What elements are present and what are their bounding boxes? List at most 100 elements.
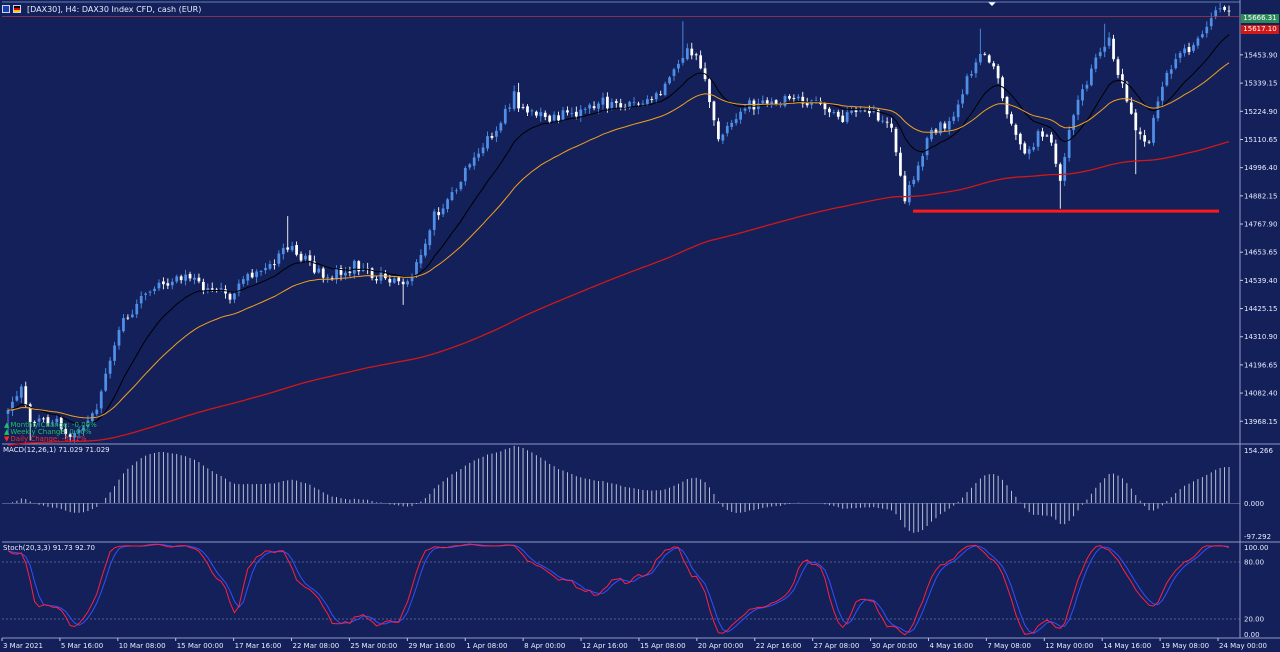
candle-body bbox=[437, 212, 441, 216]
weekly-change-stat: ▲Weekly Change: 0.00% bbox=[4, 428, 92, 436]
time-tick-label: 15 Mar 00:00 bbox=[177, 642, 224, 650]
candle-body bbox=[947, 121, 951, 130]
support-line-group[interactable] bbox=[2, 1, 1240, 213]
candle-body bbox=[956, 104, 960, 118]
candle-body bbox=[814, 100, 818, 102]
bid-price-badge: 15666.31 bbox=[1241, 14, 1279, 23]
candle-body bbox=[423, 243, 427, 256]
candle-body bbox=[357, 261, 361, 272]
candle-body bbox=[930, 129, 933, 140]
candle-body bbox=[668, 77, 671, 84]
time-tick-label: 10 Mar 08:00 bbox=[119, 642, 166, 650]
candle-body bbox=[796, 96, 800, 99]
candle-body bbox=[761, 100, 765, 104]
time-tick-label: 4 May 16:00 bbox=[929, 642, 973, 650]
candle-body bbox=[614, 101, 618, 103]
candle-body bbox=[712, 101, 716, 121]
candle-body bbox=[534, 111, 538, 116]
candle-body bbox=[108, 360, 112, 374]
candle-body bbox=[104, 373, 108, 391]
candle-body bbox=[570, 112, 574, 114]
candle-body bbox=[1165, 72, 1169, 86]
candle-body bbox=[410, 276, 414, 282]
stoch-label: Stoch(20,3,3) 91.73 92.70 bbox=[3, 544, 96, 552]
candle-body bbox=[637, 103, 640, 105]
candle-body bbox=[51, 422, 54, 424]
stoch-main-line bbox=[7, 543, 1230, 636]
candle-body bbox=[850, 110, 853, 113]
price-tick-label: 14882.15 bbox=[1244, 192, 1277, 200]
candle-body bbox=[876, 110, 880, 121]
candle-body bbox=[1072, 115, 1075, 130]
candle-body bbox=[299, 253, 303, 261]
candle-body bbox=[770, 101, 774, 105]
candle-body bbox=[281, 248, 285, 255]
stoch-tick-label: 100.00 bbox=[1244, 544, 1269, 552]
candle-body bbox=[1041, 131, 1044, 137]
candle-body bbox=[952, 116, 956, 121]
candle-body bbox=[632, 102, 636, 104]
time-tick-label: 15 Apr 08:00 bbox=[640, 642, 686, 650]
candle-body bbox=[55, 418, 59, 423]
time-tick-label: 7 May 08:00 bbox=[987, 642, 1031, 650]
candle-body bbox=[375, 279, 378, 281]
candle-body bbox=[574, 111, 578, 117]
candle-body bbox=[175, 276, 179, 282]
candle-body bbox=[33, 421, 37, 424]
price-tick-label: 14082.40 bbox=[1244, 390, 1277, 398]
candle-body bbox=[983, 53, 987, 55]
candle-body bbox=[805, 102, 809, 106]
candle-body bbox=[73, 432, 76, 438]
candle-body bbox=[1067, 130, 1071, 158]
candle-body bbox=[1218, 8, 1222, 10]
candle-body bbox=[1116, 59, 1120, 75]
candle-body bbox=[1174, 59, 1178, 69]
candle-body bbox=[1103, 46, 1107, 52]
candle-body bbox=[588, 104, 592, 109]
candle-body bbox=[717, 121, 720, 140]
time-tick-label: 29 Mar 16:00 bbox=[408, 642, 455, 650]
candle-body bbox=[268, 264, 272, 269]
candle-body bbox=[1063, 156, 1067, 181]
candle-body bbox=[663, 83, 667, 96]
candle-body bbox=[1227, 10, 1231, 12]
stoch-tick-label: 80.00 bbox=[1244, 559, 1264, 567]
candle-body bbox=[681, 57, 685, 63]
candle-body bbox=[508, 107, 512, 109]
stoch-tick-label: 20.00 bbox=[1244, 616, 1264, 624]
candle-body bbox=[1023, 143, 1027, 154]
candle-body bbox=[352, 260, 356, 274]
candle-body bbox=[566, 110, 569, 113]
price-tick-label: 15339.15 bbox=[1244, 80, 1277, 88]
candle-body bbox=[650, 99, 654, 101]
candle-body bbox=[486, 136, 489, 149]
candle-body bbox=[330, 277, 334, 279]
candle-body bbox=[95, 409, 99, 415]
candle-body bbox=[659, 94, 663, 96]
candle-body bbox=[432, 211, 436, 230]
candle-body bbox=[1107, 37, 1111, 46]
price-tick-label: 14196.65 bbox=[1244, 361, 1277, 369]
chart-title: [DAX30], H4: DAX30 Index CFD, cash (EUR) bbox=[27, 4, 202, 14]
candle-body bbox=[1027, 149, 1031, 154]
candle-body bbox=[832, 111, 836, 113]
candle-body bbox=[1187, 47, 1191, 53]
candle-body bbox=[503, 108, 507, 124]
candle-body bbox=[170, 281, 174, 286]
candle-body bbox=[1129, 102, 1133, 114]
candle-body bbox=[188, 273, 192, 279]
candle-body bbox=[406, 281, 409, 285]
candle-body bbox=[206, 288, 210, 291]
candle-body bbox=[122, 318, 125, 332]
candle-body bbox=[530, 110, 534, 112]
candle-body bbox=[881, 120, 885, 122]
candle-body bbox=[654, 93, 658, 100]
candle-body bbox=[512, 91, 516, 109]
time-tick-label: 22 Mar 08:00 bbox=[293, 642, 340, 650]
candle-body bbox=[685, 48, 689, 60]
candle-body bbox=[943, 123, 947, 129]
candle-body bbox=[139, 295, 143, 304]
candle-body bbox=[543, 112, 547, 117]
